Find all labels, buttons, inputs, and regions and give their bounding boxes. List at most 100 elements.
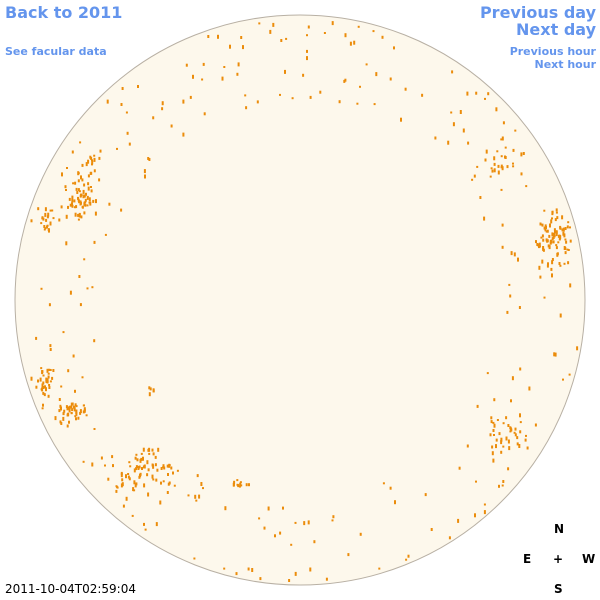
facula	[115, 485, 118, 488]
back-link[interactable]: Back to 2011	[5, 3, 123, 22]
facula	[247, 567, 250, 571]
facula	[256, 100, 259, 104]
facula	[458, 466, 461, 470]
facula	[325, 577, 328, 581]
facula	[500, 164, 503, 168]
facula	[525, 185, 528, 188]
facula	[61, 172, 63, 177]
facula	[279, 531, 282, 535]
facula	[229, 44, 231, 49]
facula	[203, 112, 206, 116]
facula	[545, 238, 548, 242]
facula	[77, 213, 80, 217]
facula	[37, 207, 40, 211]
facula	[43, 393, 46, 397]
facula	[307, 25, 310, 29]
facula	[71, 195, 74, 199]
previous-day-link[interactable]: Previous day	[479, 3, 596, 22]
facula	[143, 483, 146, 488]
facula	[127, 475, 130, 479]
facula	[157, 447, 160, 452]
facula	[49, 344, 52, 348]
facula	[41, 217, 44, 220]
facula	[493, 162, 496, 166]
facula	[121, 482, 124, 487]
facula	[504, 155, 506, 159]
facula	[568, 373, 571, 376]
facula	[559, 225, 562, 229]
facula	[537, 243, 540, 247]
facula	[189, 95, 192, 99]
facula	[541, 259, 544, 264]
facula	[40, 287, 43, 290]
facula	[126, 131, 129, 135]
next-hour-link[interactable]: Next hour	[534, 58, 597, 71]
facula	[554, 230, 556, 234]
facula	[58, 398, 61, 401]
facula	[338, 100, 341, 104]
facula	[78, 190, 81, 193]
facula	[65, 405, 68, 409]
facula	[75, 405, 78, 408]
next-day-link[interactable]: Next day	[516, 20, 596, 39]
facula	[104, 464, 106, 467]
facula	[90, 156, 93, 160]
facula	[66, 406, 69, 411]
facula	[154, 455, 157, 459]
facula	[294, 521, 297, 524]
facula	[552, 240, 555, 244]
facula	[152, 464, 154, 467]
facula	[30, 219, 33, 223]
facula	[421, 93, 424, 97]
facula	[74, 389, 76, 393]
facula	[492, 421, 495, 424]
facula	[154, 463, 157, 467]
facula	[519, 413, 521, 418]
facula	[451, 70, 454, 74]
facula	[156, 468, 159, 472]
facula	[239, 481, 242, 484]
facula	[517, 257, 519, 262]
facula	[544, 224, 547, 228]
facula	[404, 87, 407, 91]
facula	[122, 504, 125, 508]
facula	[44, 212, 47, 217]
facula	[504, 146, 507, 149]
facula	[148, 158, 151, 161]
facula	[323, 32, 326, 34]
facula	[144, 174, 146, 179]
facula	[353, 40, 356, 45]
facula	[424, 493, 427, 497]
facula	[125, 474, 127, 479]
facula	[93, 339, 96, 343]
facula	[64, 185, 67, 189]
facula	[542, 246, 545, 249]
facula	[518, 306, 521, 309]
facula	[223, 66, 226, 68]
facula	[161, 101, 164, 106]
facula	[100, 456, 103, 460]
facula	[152, 116, 155, 120]
facular-link[interactable]: See facular data	[5, 45, 107, 58]
facula	[81, 163, 84, 167]
facula	[30, 376, 33, 381]
facula	[202, 487, 204, 490]
facula	[476, 404, 479, 408]
previous-hour-link[interactable]: Previous hour	[509, 45, 596, 58]
facula	[81, 206, 84, 209]
facula	[91, 462, 94, 467]
facula	[68, 420, 70, 424]
compass-east: E	[523, 552, 532, 566]
facula	[88, 197, 91, 202]
facula	[75, 417, 77, 421]
facula	[58, 218, 61, 222]
facula	[71, 402, 74, 406]
facula	[144, 528, 147, 531]
facula	[569, 226, 571, 229]
facula	[507, 439, 510, 444]
facula	[59, 407, 62, 410]
facula	[166, 464, 169, 468]
facula	[551, 210, 554, 214]
facula	[62, 416, 65, 421]
facula	[104, 233, 107, 236]
